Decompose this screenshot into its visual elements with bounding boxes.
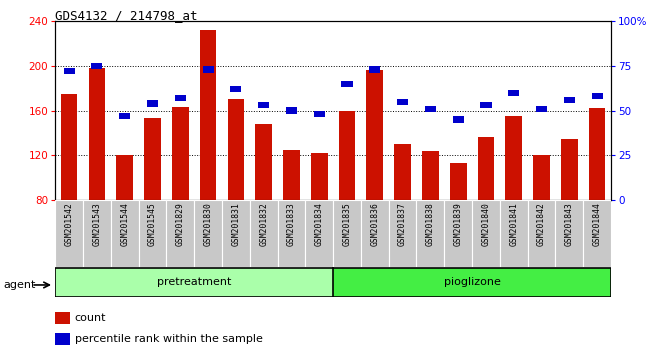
Text: percentile rank within the sample: percentile rank within the sample [75,335,263,344]
Bar [555,200,583,267]
Bar [361,200,389,267]
Bar [528,200,556,267]
Bar [333,200,361,267]
Text: GSM201835: GSM201835 [343,202,352,246]
Text: GSM201834: GSM201834 [315,202,324,246]
Bar [561,138,578,200]
Bar [286,108,297,114]
Bar [147,100,158,107]
Bar [227,99,244,200]
Bar [417,200,445,267]
Bar [472,200,500,267]
Bar [55,333,70,346]
Bar [445,200,472,267]
Bar [203,67,214,73]
Text: pioglizone: pioglizone [444,277,500,287]
Bar [283,150,300,200]
Bar [508,90,519,96]
Bar [55,312,70,324]
Bar [583,200,611,267]
Text: GSM201843: GSM201843 [565,202,574,246]
Bar [314,111,325,117]
Text: GSM201842: GSM201842 [537,202,546,246]
Bar [452,116,463,123]
Text: GSM201831: GSM201831 [231,202,240,246]
Bar [478,137,494,200]
Bar [536,106,547,112]
Bar [592,93,603,99]
Bar [564,97,575,103]
Bar [367,70,383,200]
Text: GSM201838: GSM201838 [426,202,435,246]
Text: GSM201543: GSM201543 [92,202,101,246]
Bar [83,200,111,267]
Bar [138,200,166,267]
Bar [258,102,269,108]
Bar [116,155,133,200]
Bar [255,124,272,200]
Bar [425,106,436,112]
Text: agent: agent [3,280,36,290]
Bar [222,200,250,267]
Text: GSM201830: GSM201830 [203,202,213,246]
Bar [500,200,528,267]
Bar [64,68,75,74]
Bar [175,95,186,101]
Text: GDS4132 / 214798_at: GDS4132 / 214798_at [55,9,198,22]
Bar [250,200,278,267]
Text: GSM201844: GSM201844 [593,202,602,246]
Text: pretreatment: pretreatment [157,277,231,287]
Bar [166,200,194,267]
Bar [55,200,83,267]
Text: GSM201839: GSM201839 [454,202,463,246]
Text: GSM201836: GSM201836 [370,202,380,246]
Text: GSM201840: GSM201840 [482,202,491,246]
Bar [194,200,222,267]
Text: GSM201545: GSM201545 [148,202,157,246]
Bar [395,144,411,200]
Bar [397,98,408,105]
Bar [172,107,188,200]
Bar [111,200,138,267]
Bar [119,113,130,119]
Text: GSM201841: GSM201841 [509,202,518,246]
Text: GSM201837: GSM201837 [398,202,407,246]
Bar [506,116,522,200]
Bar [144,119,161,200]
Bar [200,30,216,200]
Text: count: count [75,313,106,323]
Bar [278,200,306,267]
Bar [533,155,550,200]
Bar [389,200,417,267]
Bar [341,81,352,87]
Bar [88,68,105,200]
Bar [306,200,333,267]
Bar [422,151,439,200]
Text: GSM201542: GSM201542 [64,202,73,246]
Bar [339,110,356,200]
Bar [333,268,611,297]
Bar [589,108,605,200]
Text: GSM201833: GSM201833 [287,202,296,246]
Bar [480,102,491,108]
Bar [311,153,328,200]
Bar [450,163,467,200]
Bar [61,94,77,200]
Bar [230,86,241,92]
Text: GSM201832: GSM201832 [259,202,268,246]
Bar [92,63,103,69]
Text: GSM201544: GSM201544 [120,202,129,246]
Text: GSM201829: GSM201829 [176,202,185,246]
Bar [369,67,380,73]
Bar [55,268,333,297]
